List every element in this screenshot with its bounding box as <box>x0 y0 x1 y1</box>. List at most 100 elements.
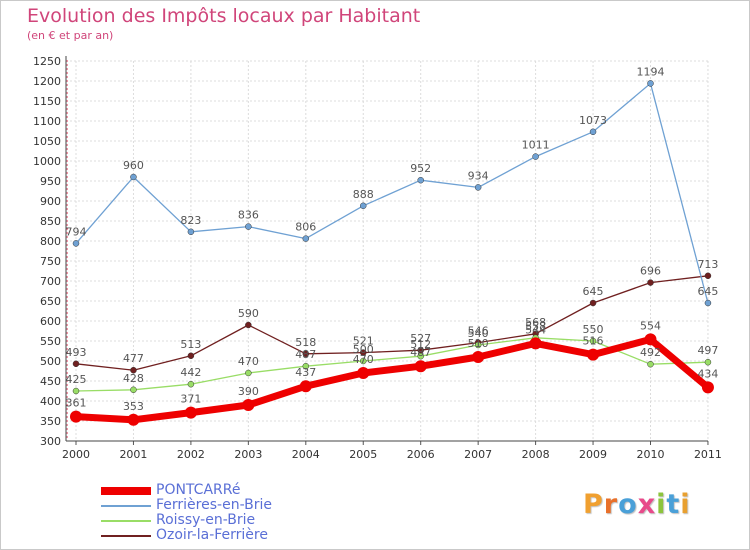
logo-letter: o <box>618 489 638 520</box>
logo-letter: P <box>583 489 604 520</box>
data-label: 546 <box>468 325 489 338</box>
data-point <box>245 369 252 377</box>
data-label: 492 <box>640 346 661 359</box>
data-label: 361 <box>66 397 87 410</box>
data-point <box>360 202 367 210</box>
x-tick-label: 2005 <box>349 448 377 461</box>
x-tick-label: 2000 <box>62 448 90 461</box>
x-tick-label: 2001 <box>119 448 147 461</box>
data-point <box>474 341 482 349</box>
data-point <box>187 352 195 360</box>
x-tick-label: 2007 <box>464 448 492 461</box>
data-label: 516 <box>583 335 604 348</box>
data-point <box>302 362 310 370</box>
y-tick-label: 1250 <box>33 55 61 68</box>
legend-item: PONTCARRé <box>101 482 401 498</box>
data-point <box>245 223 252 230</box>
series-line <box>72 335 712 424</box>
data-label: 497 <box>697 344 718 357</box>
data-label: 470 <box>238 355 259 368</box>
data-point <box>647 80 654 87</box>
data-label: 512 <box>410 338 431 351</box>
y-tick-label: 950 <box>40 175 61 188</box>
data-point <box>187 380 195 388</box>
label-layer: 361 353 371 390 437 470 487 510 544 516 554 434 794 9… <box>66 65 719 412</box>
data-label: 1073 <box>579 114 607 127</box>
data-label: 493 <box>66 346 87 359</box>
x-tick-label: 2008 <box>522 448 550 461</box>
data-point <box>184 406 197 419</box>
legend-item: Roissy-en-Brie <box>101 512 401 528</box>
data-label: 836 <box>238 209 259 222</box>
data-label: 510 <box>468 337 489 350</box>
data-point <box>529 337 542 350</box>
logo-letter: t <box>666 489 681 520</box>
series-line <box>75 275 709 371</box>
data-label: 442 <box>180 366 201 379</box>
data-label: 487 <box>295 348 316 361</box>
data-point <box>474 184 482 191</box>
data-point <box>589 299 597 307</box>
data-label: 558 <box>525 320 546 333</box>
x-tick-label: 2009 <box>579 448 607 461</box>
legend-label: Roissy-en-Brie <box>156 512 256 528</box>
logo-letter: x <box>637 489 657 520</box>
data-label: 544 <box>525 323 546 336</box>
line-chart: 300 350 400 450 500 550 600 650 700 750 800 850 900 9… <box>33 55 722 461</box>
data-point <box>127 413 140 426</box>
data-point <box>647 279 654 286</box>
data-label: 952 <box>410 162 431 175</box>
y-tick-label: 900 <box>40 195 61 208</box>
y-tick-label: 1150 <box>33 95 61 108</box>
data-label: 437 <box>295 366 316 379</box>
grid-layer <box>66 60 709 442</box>
data-point <box>417 352 424 360</box>
data-point <box>589 337 597 345</box>
data-point <box>472 351 485 363</box>
logo-letter: r <box>603 489 619 520</box>
y-tick-label: 300 <box>40 435 61 448</box>
data-label: 554 <box>640 319 661 332</box>
series-line <box>75 337 709 392</box>
legend-swatch <box>101 520 151 522</box>
y-tick-label: 600 <box>40 315 61 328</box>
y-tick-label: 350 <box>40 415 61 428</box>
legend: PONTCARRé Ferrières-en-Brie Roissy-en-Brie… <box>101 482 401 543</box>
data-label: 353 <box>123 400 144 413</box>
data-label: 518 <box>295 336 316 349</box>
x-tick-label: 2011 <box>694 448 722 461</box>
data-label: 428 <box>123 372 144 385</box>
legend-label: Ozoir-la-Ferrière <box>156 527 268 543</box>
data-label: 425 <box>66 373 87 386</box>
x-tick-label: 2003 <box>234 448 262 461</box>
data-point <box>414 360 427 373</box>
chart-title: Evolution des Impôts locaux par Habitant <box>27 5 421 27</box>
legend-swatch <box>101 535 151 537</box>
data-label: 500 <box>353 343 374 356</box>
data-point <box>72 240 80 247</box>
y-tick-label: 1200 <box>33 75 61 88</box>
series-line <box>75 82 709 304</box>
data-point <box>587 348 600 361</box>
y-tick-label: 850 <box>40 215 61 228</box>
data-point <box>357 367 370 379</box>
data-point <box>187 228 195 236</box>
y-tick-label: 550 <box>40 335 61 348</box>
legend-label: PONTCARRé <box>156 482 241 498</box>
data-label: 794 <box>66 225 87 238</box>
data-point <box>72 387 80 395</box>
data-point <box>589 128 597 136</box>
data-point <box>704 358 712 366</box>
logo-letter: i <box>656 489 667 520</box>
data-label: 540 <box>468 327 489 340</box>
data-point <box>245 321 252 329</box>
data-label: 550 <box>583 323 604 336</box>
data-point <box>72 360 80 368</box>
data-label: 434 <box>697 367 718 380</box>
data-label: 477 <box>123 352 144 365</box>
data-label: 487 <box>410 346 431 359</box>
data-label: 371 <box>180 393 201 406</box>
data-point <box>644 333 657 346</box>
legend-swatch <box>101 505 151 507</box>
